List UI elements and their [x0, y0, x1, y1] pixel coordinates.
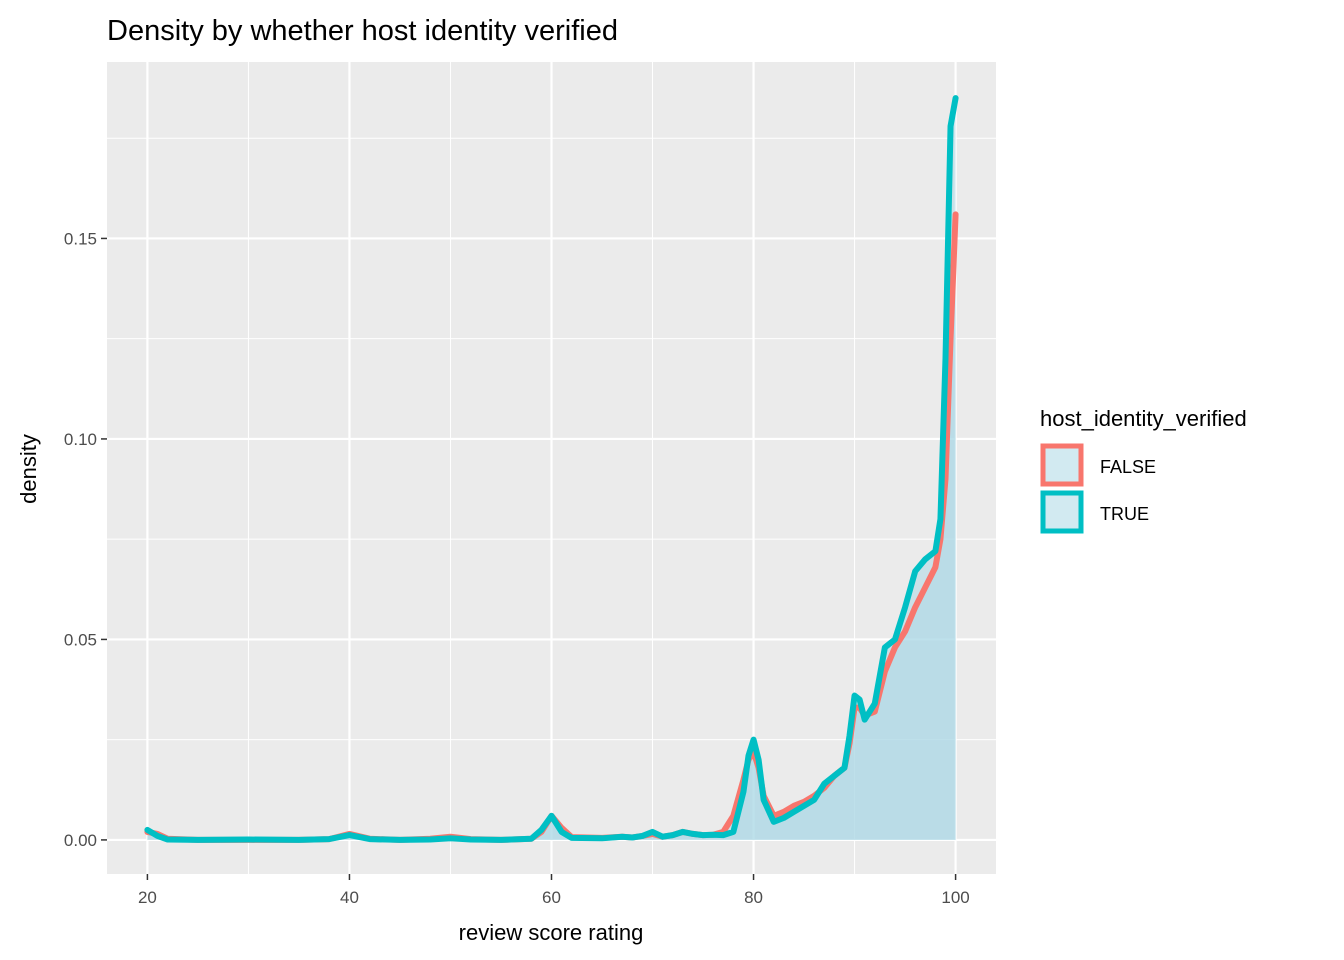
density-area-true [147, 98, 956, 840]
legend-label-true: TRUE [1100, 504, 1149, 524]
y-tick-label: 0.00 [64, 831, 97, 850]
x-tick-label: 80 [744, 888, 763, 907]
legend-key-true [1040, 490, 1084, 534]
y-axis: 0.00 0.05 0.10 0.15 [64, 229, 107, 850]
density-line-true [144, 95, 959, 843]
y-tick-label: 0.05 [64, 630, 97, 649]
legend-key-false [1040, 443, 1084, 487]
y-tick-label: 0.10 [64, 430, 97, 449]
y-tick-label: 0.15 [64, 229, 97, 248]
legend-label-false: FALSE [1100, 457, 1156, 477]
x-tick-label: 100 [941, 888, 969, 907]
x-tick-label: 20 [138, 888, 157, 907]
x-tick-label: 40 [340, 888, 359, 907]
y-axis-title: density [16, 434, 41, 504]
legend-title: host_identity_verified [1040, 406, 1247, 431]
chart-title: Density by whether host identity verifie… [107, 15, 618, 47]
plot-panel [107, 62, 996, 874]
x-tick-label: 60 [542, 888, 561, 907]
x-axis: 20 40 60 80 100 [138, 874, 970, 907]
x-axis-title: review score rating [459, 920, 644, 945]
legend: host_identity_verified FALSE TRUE [1040, 406, 1247, 534]
